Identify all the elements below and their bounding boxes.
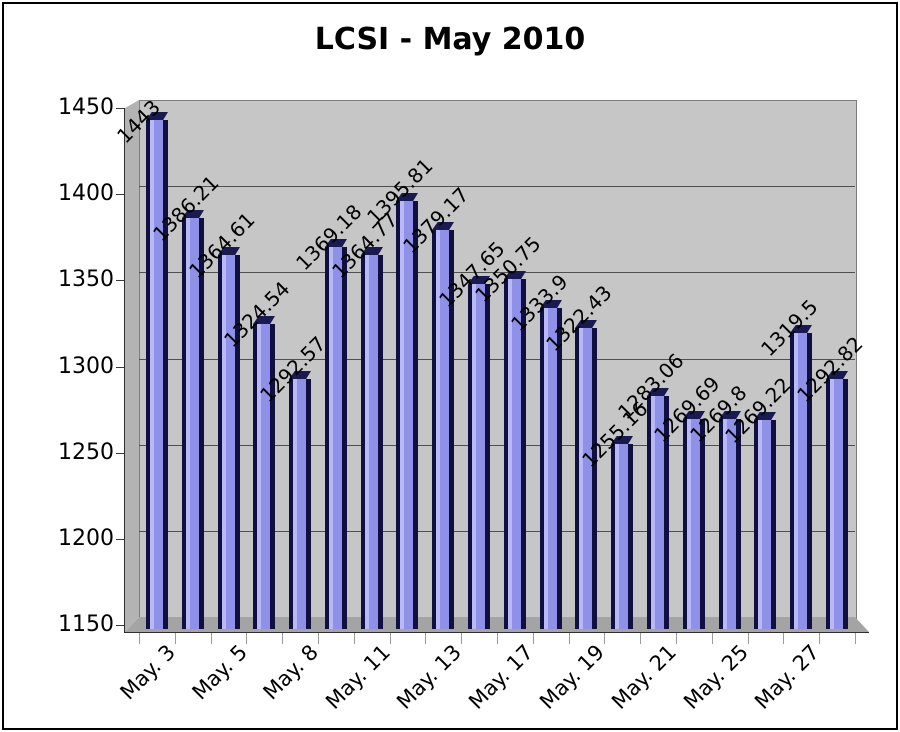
- bar: [683, 419, 705, 629]
- bar: [504, 279, 526, 629]
- bar-top-face: [683, 411, 705, 419]
- bar-top-face: [790, 325, 812, 333]
- bar: [289, 379, 311, 629]
- x-axis-tick-mark: [139, 633, 140, 644]
- bar-top-face: [575, 320, 597, 328]
- bar: [432, 230, 454, 629]
- bar-top-face: [468, 276, 490, 284]
- x-axis-tick-mark: [533, 633, 534, 644]
- x-axis-tick-mark: [497, 633, 498, 644]
- bar-top-face: [826, 371, 848, 379]
- x-axis-line: [124, 632, 869, 633]
- bar: [253, 324, 275, 629]
- bar: [468, 284, 490, 629]
- bar: [754, 420, 776, 629]
- y-axis-tick-mark: [116, 539, 124, 540]
- y-axis-tick-mark: [116, 367, 124, 368]
- y-axis-tick-mark: [116, 625, 124, 626]
- x-axis-tick-mark: [569, 633, 570, 644]
- bar: [719, 419, 741, 629]
- gridline: [139, 531, 855, 532]
- x-axis-tick-mark: [819, 633, 820, 644]
- x-axis-tick-mark: [425, 633, 426, 644]
- bar-top-face: [719, 411, 741, 419]
- bar-top-face: [325, 239, 347, 247]
- x-axis-tick-mark: [390, 633, 391, 644]
- bar: [396, 201, 418, 629]
- x-axis-tick-mark: [676, 633, 677, 644]
- bar-top-face: [361, 247, 383, 255]
- bar-top-face: [754, 412, 776, 420]
- y-axis-tick-label: 1300: [58, 354, 114, 379]
- x-axis-tick-mark: [855, 633, 856, 644]
- x-axis-tick-mark: [354, 633, 355, 644]
- y-axis-tick-label: 1350: [58, 267, 114, 292]
- y-axis-tick-label: 1250: [58, 440, 114, 465]
- y-axis-tick-label: 1200: [58, 526, 114, 551]
- bar: [611, 444, 633, 629]
- bar: [325, 247, 347, 629]
- bar-top-face: [647, 388, 669, 396]
- bar-top-face: [540, 300, 562, 308]
- chart-title: LCSI - May 2010: [314, 22, 586, 57]
- y-axis-tick-mark: [116, 108, 124, 109]
- gridline: [139, 445, 855, 446]
- y-axis-tick-mark: [116, 194, 124, 195]
- x-axis-tick-mark: [211, 633, 212, 644]
- bar: [218, 255, 240, 629]
- bar-top-face: [146, 112, 168, 120]
- y-axis-tick-mark: [116, 453, 124, 454]
- x-axis-tick-mark: [748, 633, 749, 644]
- bar: [361, 255, 383, 629]
- bar: [647, 396, 669, 629]
- bar-top-face: [396, 193, 418, 201]
- y-axis-line: [124, 108, 125, 632]
- plot-side-wall: [125, 100, 139, 632]
- bar-top-face: [611, 436, 633, 444]
- bar-top-face: [182, 210, 204, 218]
- bar: [182, 218, 204, 629]
- bar: [790, 333, 812, 629]
- bar-top-face: [504, 271, 526, 279]
- x-axis-tick-mark: [783, 633, 784, 644]
- bar: [575, 328, 597, 629]
- bar-top-face: [289, 371, 311, 379]
- x-axis-tick-mark: [461, 633, 462, 644]
- y-axis-tick-label: 1150: [58, 612, 114, 637]
- bar: [826, 379, 848, 629]
- gridline: [139, 186, 855, 187]
- x-axis-tick-mark: [318, 633, 319, 644]
- x-axis-tick-mark: [604, 633, 605, 644]
- x-axis-tick-mark: [175, 633, 176, 644]
- bar-top-face: [432, 222, 454, 230]
- x-axis-tick-mark: [640, 633, 641, 644]
- bar: [146, 120, 168, 629]
- bar: [540, 308, 562, 629]
- x-axis-tick-mark: [282, 633, 283, 644]
- x-axis-tick-mark: [712, 633, 713, 644]
- gridline: [139, 272, 855, 273]
- x-axis-tick-mark: [246, 633, 247, 644]
- y-axis-tick-mark: [116, 280, 124, 281]
- bar-top-face: [253, 316, 275, 324]
- y-axis-tick-label: 1400: [58, 181, 114, 206]
- gridline: [139, 359, 855, 360]
- bar-top-face: [218, 247, 240, 255]
- y-axis-tick-label: 1450: [58, 95, 114, 120]
